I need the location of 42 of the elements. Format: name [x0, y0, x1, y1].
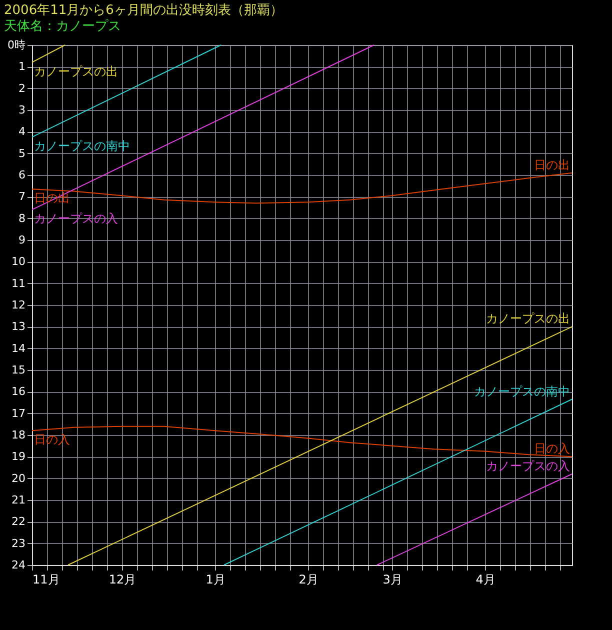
y-tick-label: 17	[12, 406, 26, 420]
y-tick-label: 22	[12, 515, 26, 528]
y-tick-label: 9	[18, 234, 26, 246]
y-tick-label: 4	[18, 125, 26, 138]
chart-title: 2006年11月から6ヶ月間の出没時刻表（那覇）	[4, 3, 283, 18]
y-tick-label: 7	[18, 190, 26, 204]
series-label: カノープスの入	[34, 212, 118, 226]
line-series	[32, 426, 572, 458]
y-tick-label: 23	[12, 536, 26, 550]
y-tick-label: 2	[18, 82, 26, 95]
y-tick-label: 19	[12, 450, 26, 464]
y-tick-label: 16	[12, 385, 26, 398]
x-tick-label: 3月	[382, 572, 402, 586]
y-tick-label: 0時	[8, 38, 26, 52]
text: 日の入	[34, 432, 70, 447]
chart-subtitle: 天体名：カノープス	[4, 19, 121, 34]
y-tick-label: 24	[12, 558, 26, 572]
y-tick-label: 5	[18, 146, 26, 160]
line-series	[32, 172, 572, 204]
y-tick-label: 18	[12, 428, 26, 442]
y-tick-label: 20	[12, 472, 26, 485]
y-tick-label: 8	[18, 212, 26, 225]
y-tick-label: 12	[12, 298, 26, 312]
y-tick-label: 15	[12, 364, 26, 376]
y-tick-label: 14	[12, 342, 26, 355]
x-tick-label: 2月	[298, 572, 318, 586]
x-tick-label: 12月	[108, 572, 136, 586]
series-label: 日の入	[534, 442, 570, 456]
y-tick-label: 13	[12, 320, 26, 334]
y-tick-label: 3	[18, 104, 26, 116]
y-tick-label: 21	[12, 494, 26, 506]
y-tick-label: 10	[12, 255, 26, 268]
series-label: カノープスの入	[486, 459, 570, 473]
series-label: カノープスの出	[34, 64, 118, 78]
y-tick-label: 11	[12, 276, 26, 290]
x-tick-label: 4月	[476, 572, 496, 586]
y-tick-label: 6	[18, 168, 26, 182]
x-tick-label: 11月	[32, 572, 60, 586]
series-label: カノープスの出	[486, 312, 570, 326]
x-tick-label: 1月	[206, 572, 226, 586]
y-tick-label: 1	[18, 60, 26, 74]
text: 日の出	[534, 158, 570, 172]
